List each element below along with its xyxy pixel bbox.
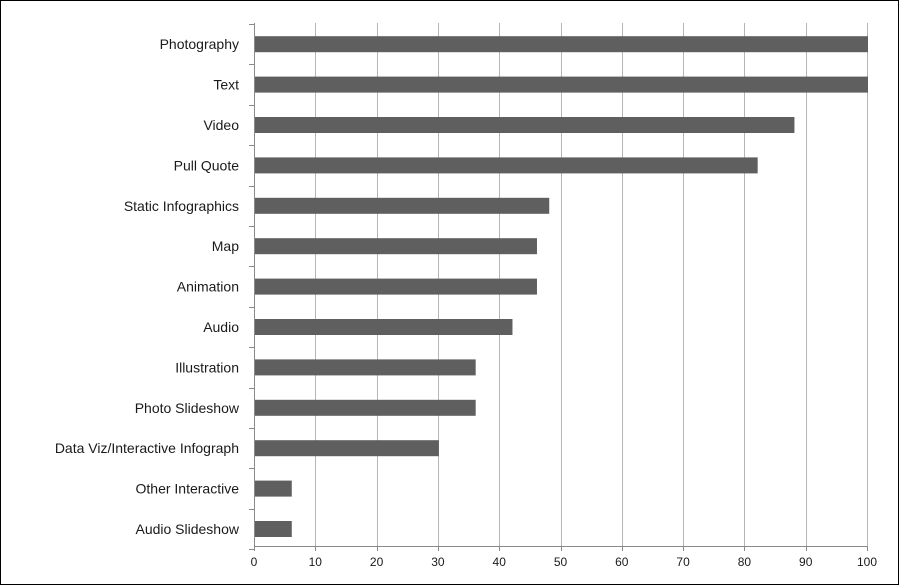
x-tick-label: 70 bbox=[676, 555, 690, 569]
x-tick-label: 60 bbox=[615, 555, 629, 569]
bar-photography bbox=[255, 36, 868, 53]
bar-audio bbox=[255, 319, 513, 335]
axes bbox=[249, 23, 868, 551]
category-label: Illustration bbox=[175, 359, 239, 375]
x-tick-label: 80 bbox=[738, 555, 752, 569]
x-tick-label: 20 bbox=[370, 555, 384, 569]
category-label: Video bbox=[203, 117, 239, 133]
bar-text bbox=[255, 76, 868, 93]
category-label: Animation bbox=[177, 279, 239, 295]
x-tick-label: 40 bbox=[493, 555, 507, 569]
bar-animation bbox=[255, 278, 537, 295]
bar-photo-slideshow bbox=[255, 399, 476, 416]
category-label: Audio bbox=[203, 319, 239, 335]
x-tick-label: 0 bbox=[251, 555, 258, 569]
category-label: Map bbox=[212, 238, 239, 254]
bar-data-viz-interactive-infograph bbox=[255, 440, 439, 457]
bar-pull-quote bbox=[255, 157, 758, 174]
bar-map bbox=[255, 238, 537, 255]
bar-audio-slideshow bbox=[255, 521, 292, 537]
category-label: Data Viz/Interactive Infograph bbox=[55, 440, 239, 456]
x-tick-label: 50 bbox=[554, 555, 568, 569]
category-label: Other Interactive bbox=[136, 481, 240, 497]
category-label: Pull Quote bbox=[174, 157, 240, 173]
tick-labels: 0 10 20 30 40 50 60 70 80 90 100 bbox=[251, 555, 878, 569]
x-tick-label: 30 bbox=[431, 555, 445, 569]
category-label: Static Infographics bbox=[124, 198, 239, 214]
bar-static-infographics bbox=[255, 197, 550, 214]
category-label: Text bbox=[213, 77, 239, 93]
category-labels: Photography Text Video Pull Quote Static Inf… bbox=[55, 36, 240, 537]
bar-video bbox=[255, 117, 795, 133]
category-label: Photography bbox=[160, 36, 239, 52]
x-tick-label: 90 bbox=[799, 555, 813, 569]
x-tick-label: 10 bbox=[309, 555, 323, 569]
bars bbox=[255, 36, 868, 537]
bar-illustration bbox=[255, 359, 476, 376]
x-tick-label: 100 bbox=[857, 555, 877, 569]
bar-other-interactive bbox=[255, 480, 292, 497]
category-label: Audio Slideshow bbox=[135, 521, 239, 537]
category-label: Photo Slideshow bbox=[135, 400, 240, 416]
gridlines bbox=[315, 23, 868, 546]
